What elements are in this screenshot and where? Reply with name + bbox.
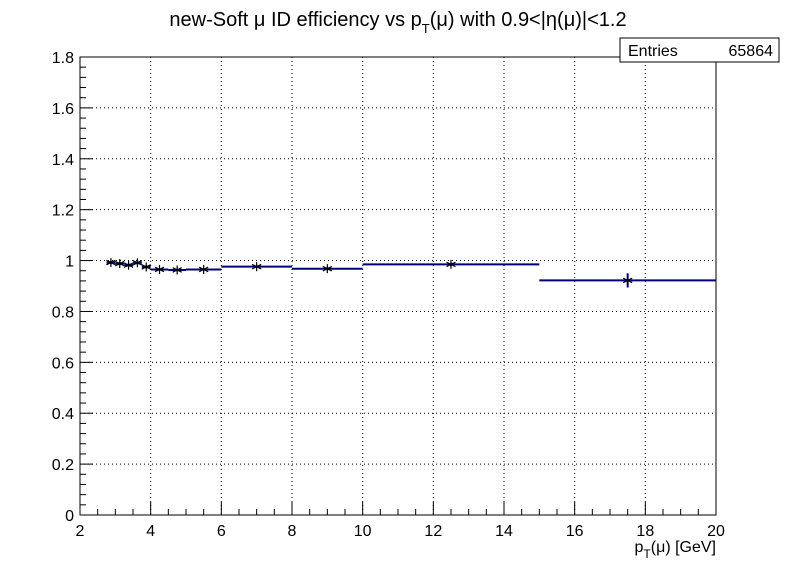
bin-marker-stroke	[132, 260, 143, 266]
bin-marker-stroke	[172, 267, 182, 273]
bin-marker-stroke	[106, 259, 116, 266]
x-tick-label: 18	[636, 523, 654, 540]
bin-marker-stroke	[141, 264, 152, 270]
y-tick-label: 1.4	[52, 152, 74, 169]
stats-entries-value: 65864	[729, 43, 774, 60]
x-axis-title-rest: (μ) [GeV]	[651, 539, 716, 556]
bin-marker	[132, 258, 143, 268]
bin-marker-stroke	[622, 277, 633, 284]
bin-marker-stroke	[446, 261, 456, 268]
y-tick-label: 0	[65, 508, 74, 525]
x-tick-label: 10	[354, 523, 372, 540]
x-axis-title: pT(μ) [GeV]	[635, 539, 716, 561]
y-tick-label: 0.4	[52, 406, 74, 423]
tick-labels: 2 4 6 8 10 12 14 16 18 20 0 0.2 0.4 0.6 0.8 1 1.2 1.4 1.6 1…	[52, 50, 725, 540]
x-axis-title-subscript: T	[643, 547, 651, 561]
chart-title-subscript: T	[422, 21, 430, 36]
histogram-data	[106, 258, 716, 288]
bin-marker	[114, 259, 125, 269]
bin-marker	[251, 262, 262, 272]
chart-title-rest: (μ) with 0.9<|η(μ)|<1.2	[430, 9, 627, 31]
bin-marker	[622, 275, 633, 285]
x-tick-label: 14	[495, 523, 513, 540]
bin-marker-stroke	[123, 262, 134, 268]
stats-box: Entries 65864	[619, 37, 780, 63]
axis-ticks	[79, 56, 717, 516]
bin-marker	[172, 265, 182, 275]
bin-marker-stroke	[322, 265, 333, 272]
x-tick-label: 6	[217, 523, 226, 540]
bin-marker	[446, 259, 456, 269]
grid	[80, 57, 716, 515]
bin-marker-stroke	[114, 260, 125, 267]
bin-marker-stroke	[198, 266, 209, 273]
bin-marker	[106, 258, 116, 268]
stats-box-frame	[619, 37, 780, 63]
plot-frame	[79, 56, 717, 516]
x-tick-label: 2	[76, 523, 85, 540]
y-tick-label: 1.6	[52, 101, 74, 118]
x-tick-label: 20	[707, 523, 725, 540]
x-axis-title-main: p	[635, 539, 644, 556]
y-tick-label: 0.2	[52, 457, 74, 474]
x-tick-label: 16	[566, 523, 584, 540]
x-tick-label: 4	[146, 523, 155, 540]
stats-entries-label: Entries	[628, 43, 678, 60]
bin-marker	[198, 264, 209, 274]
y-tick-label: 1	[65, 254, 74, 271]
y-tick-label: 0.8	[52, 304, 74, 321]
bin-marker-stroke	[154, 266, 165, 273]
x-tick-label: 8	[288, 523, 297, 540]
y-tick-label: 0.6	[52, 355, 74, 372]
y-tick-label: 1.8	[52, 50, 74, 67]
bin-marker	[154, 264, 165, 274]
x-tick-label: 12	[424, 523, 442, 540]
bin-marker	[141, 262, 152, 272]
chart-title-main: new-Soft μ ID efficiency vs p	[169, 9, 421, 31]
bin-marker	[322, 264, 333, 274]
bin-marker-stroke	[251, 263, 262, 270]
chart-title: new-Soft μ ID efficiency vs pT(μ) with 0…	[169, 9, 626, 36]
bin-marker	[123, 260, 134, 270]
y-tick-label: 1.2	[52, 203, 74, 220]
